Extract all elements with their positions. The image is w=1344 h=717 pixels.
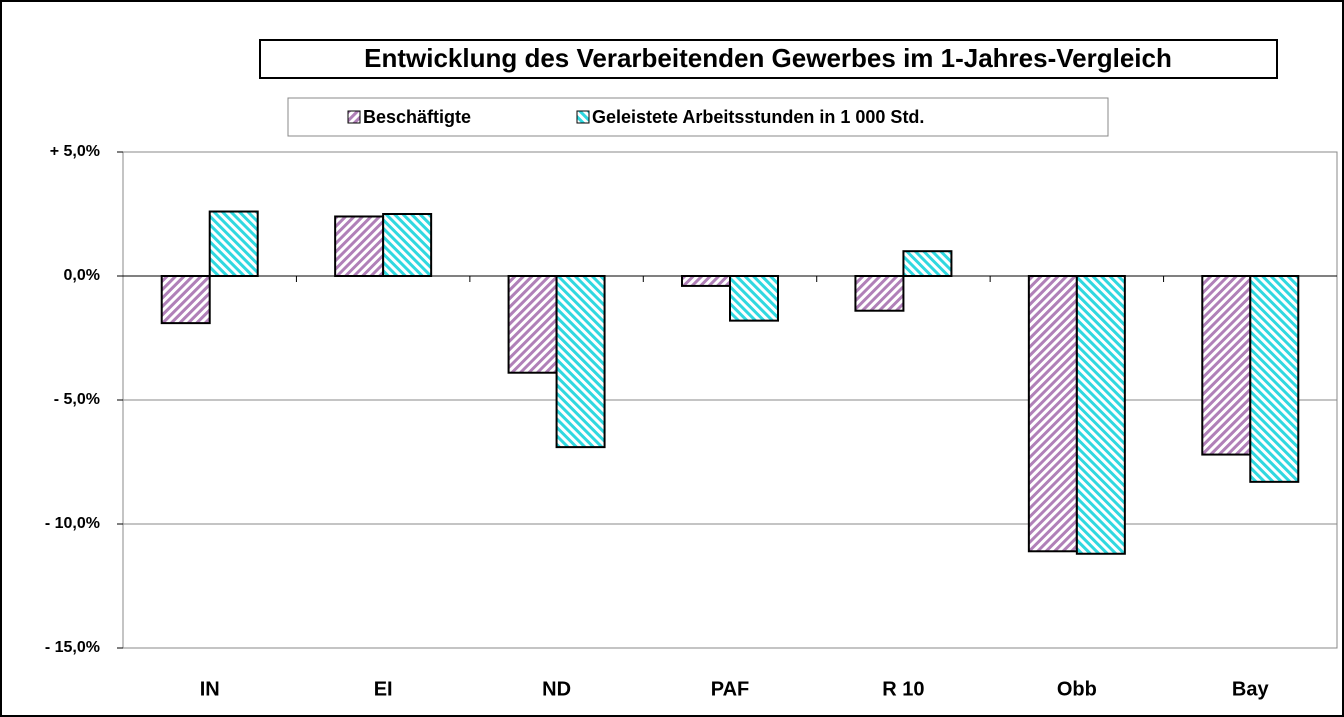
x-tick-label: PAF [711, 678, 750, 700]
legend-swatch [347, 110, 361, 124]
bar [681, 275, 731, 287]
bar [555, 275, 606, 449]
bar [160, 275, 211, 325]
bar [382, 213, 433, 277]
legend-swatch [576, 110, 590, 124]
x-tick-label: ND [542, 678, 571, 700]
title-box [259, 39, 1278, 79]
bar [1249, 275, 1300, 483]
bar [1075, 275, 1126, 555]
legend-label: Beschäftigte [363, 107, 471, 127]
bar [729, 275, 779, 322]
x-tick-label: Obb [1057, 678, 1097, 700]
y-tick-label: - 5,0% [54, 391, 100, 408]
x-tick-label: EI [374, 678, 393, 700]
y-tick-label: + 5,0% [50, 143, 100, 160]
bar [854, 275, 905, 312]
bar [1201, 275, 1252, 456]
legend-box [287, 97, 1109, 137]
bar [334, 215, 385, 277]
chart-title: Entwicklung des Verarbeitenden Gewerbes … [364, 43, 1172, 73]
x-tick-label: R 10 [882, 678, 924, 700]
legend-label: Geleistete Arbeitsstunden in 1 000 Std. [592, 107, 924, 127]
bar [507, 275, 558, 374]
bar [902, 250, 953, 277]
bar [1027, 275, 1078, 553]
y-tick-label: 0,0% [64, 267, 100, 284]
bar [208, 210, 259, 278]
y-tick-label: - 15,0% [45, 639, 100, 656]
y-tick-label: - 10,0% [45, 515, 100, 532]
x-tick-label: Bay [1232, 678, 1270, 700]
x-tick-label: IN [200, 678, 220, 700]
